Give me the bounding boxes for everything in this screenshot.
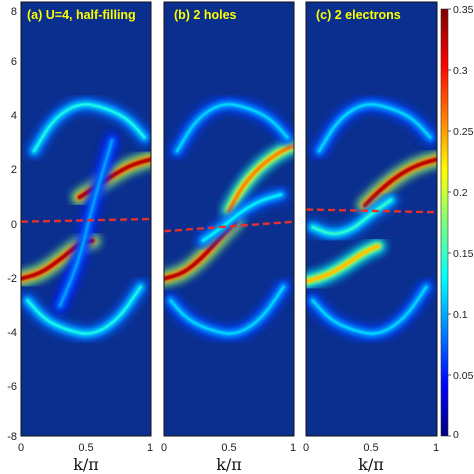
x-tick-label: 1 (147, 442, 153, 454)
spectral-band (175, 103, 289, 153)
spectral-band (362, 157, 437, 208)
colorbar-tick-label: 0.2 (453, 187, 468, 199)
panel-c-frame (305, 1, 438, 437)
panel-b-xlabel: k/π (216, 455, 242, 474)
spectral-band (311, 198, 393, 235)
colorbar-tick-label: 0.3 (453, 65, 468, 77)
panel-c-bands (306, 96, 437, 342)
colorbar-gradient (440, 8, 449, 437)
panel-b: (b) 2 holes 0 0.5 1 k/π (161, 1, 296, 474)
x-tick-label: 0.5 (78, 442, 93, 454)
colorbar: 0 0.05 0.1 0.15 0.2 0.25 0.3 0.35 (440, 4, 474, 441)
y-tick-label: -6 (7, 381, 17, 393)
y-tick-label: 2 (11, 164, 17, 176)
colorbar-tick-label: 0.35 (453, 4, 474, 16)
colorbar-tick-label: 0.05 (453, 370, 474, 382)
panel-b-frame (163, 1, 295, 437)
x-tick-label: 0.5 (363, 442, 378, 454)
spectral-band (227, 143, 294, 213)
y-tick-label: 6 (11, 56, 17, 68)
spectral-band (311, 285, 428, 335)
panel-c-title: (c) 2 electrons (316, 8, 401, 22)
x-tick-label: 0 (161, 442, 167, 454)
x-tick-label: 0.5 (221, 442, 236, 454)
spectral-band (201, 193, 283, 242)
panel-a-title: (a) U=4, half-filling (27, 8, 136, 22)
panel-a-bands (21, 96, 151, 342)
colorbar-tick-label: 0.15 (453, 248, 474, 260)
y-tick-label: 8 (11, 6, 17, 18)
panel-b-title: (b) 2 holes (174, 8, 237, 22)
spectral-band (26, 285, 142, 335)
x-tick-label: 0 (18, 442, 24, 454)
spectral-band (58, 139, 114, 308)
y-tick-label: 0 (11, 219, 17, 231)
panel-a-frame (20, 1, 152, 437)
x-tick-label: 0 (303, 442, 309, 454)
x-tick-label: 1 (433, 442, 439, 454)
colorbar-ticks: 0 0.05 0.1 0.15 0.2 0.25 0.3 0.35 (448, 4, 474, 441)
y-tick-label: -8 (7, 431, 17, 443)
panel-a-xlabel: k/π (73, 455, 99, 474)
spectral-band (32, 103, 146, 153)
spectral-band (306, 244, 381, 284)
y-tick-label: 4 (11, 110, 17, 122)
spectral-band (169, 285, 285, 335)
spectral-band (77, 157, 151, 200)
x-tick-label: 1 (290, 442, 296, 454)
colorbar-tick-label: 0 (453, 429, 459, 441)
y-tick-label: -4 (7, 327, 17, 339)
colorbar-tick-label: 0.25 (453, 126, 474, 138)
y-axis: 8 6 4 2 0 -2 -4 -6 -8 (7, 6, 17, 443)
panel-c: (c) 2 electrons 0 0.5 1 k/π (303, 1, 439, 474)
y-tick-label: -2 (7, 273, 17, 285)
colorbar-tick-label: 0.1 (453, 309, 468, 321)
panel-a: (a) U=4, half-filling 0 0.5 1 k/π (18, 1, 153, 474)
spectral-band (317, 103, 432, 153)
panel-c-xlabel: k/π (358, 455, 384, 474)
